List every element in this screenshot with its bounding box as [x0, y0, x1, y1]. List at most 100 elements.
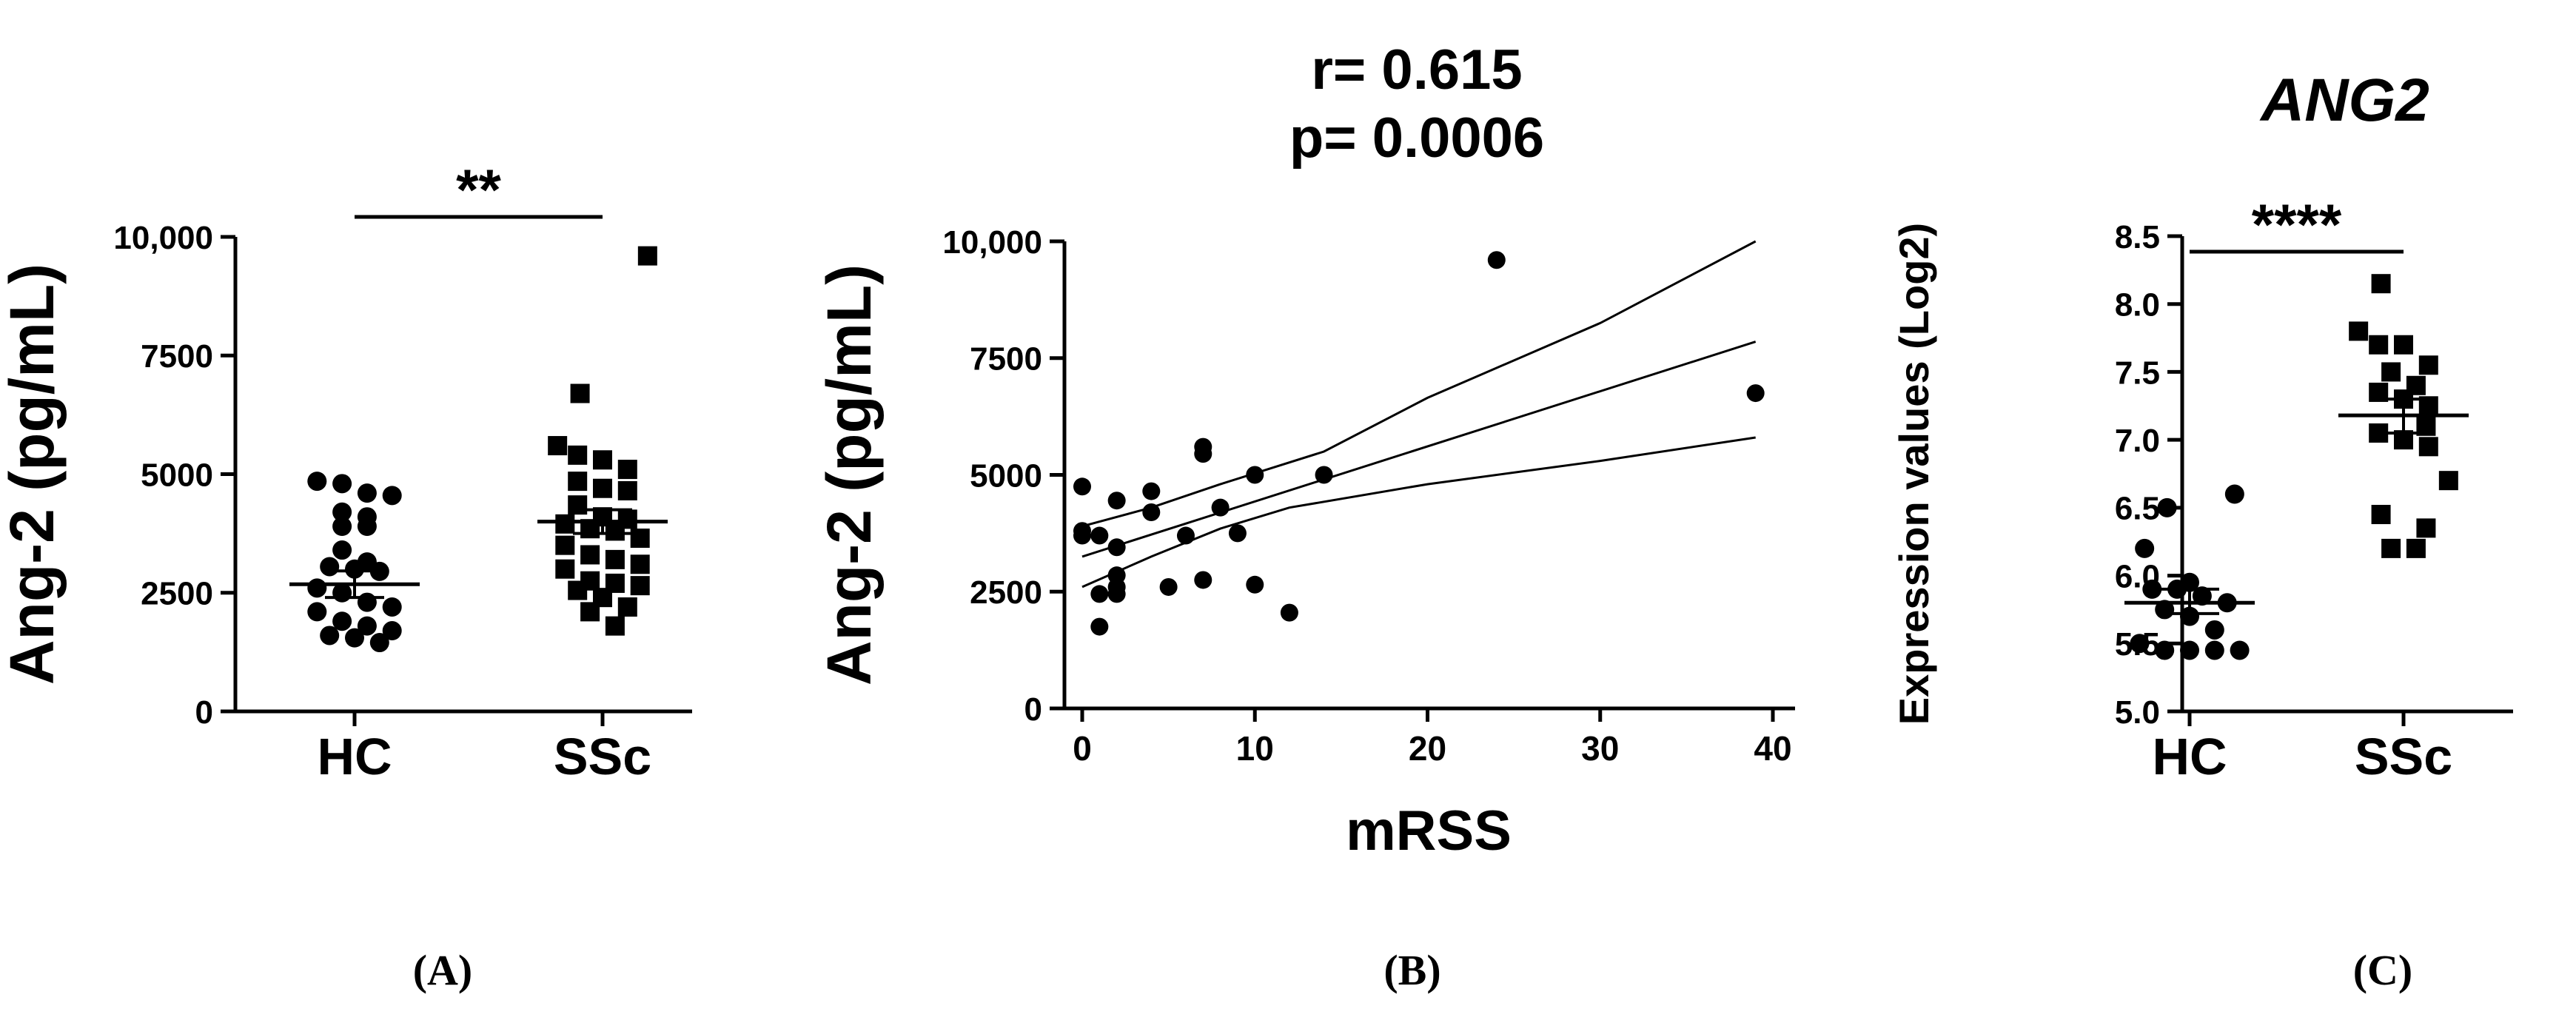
- data-point-circle: [369, 561, 389, 581]
- data-point: [1073, 522, 1091, 540]
- y-tick-label: 5000: [970, 457, 1042, 494]
- y-tick-label: 10,000: [942, 224, 1042, 261]
- data-point-circle: [345, 628, 364, 648]
- data-point-circle: [307, 472, 327, 492]
- y-tick-label: 10,000: [113, 220, 213, 256]
- data-point-circle: [382, 486, 402, 506]
- data-point-circle: [2130, 634, 2150, 654]
- data-point-square: [580, 602, 600, 622]
- data-point: [1246, 575, 1264, 594]
- y-tick-label: 6.5: [2115, 491, 2160, 527]
- data-point-square: [2381, 362, 2401, 382]
- data-point-square: [630, 576, 650, 596]
- x-axis-label: mRSS: [1346, 799, 1512, 862]
- significance-stars: **: [456, 157, 501, 222]
- data-point-square: [593, 478, 612, 498]
- y-axis-label: Expression values (Log2): [1891, 223, 1937, 725]
- data-point-circle: [382, 597, 402, 617]
- y-tick-label: 5000: [141, 457, 213, 493]
- data-point-circle: [307, 578, 327, 598]
- panel-label: (C): [2353, 946, 2413, 994]
- x-category-label: HC: [2152, 728, 2227, 785]
- data-point-square: [2394, 430, 2413, 450]
- data-point-square: [2438, 471, 2458, 491]
- data-point-circle: [2217, 593, 2237, 613]
- data-point-square: [2369, 335, 2389, 355]
- data-point-square: [2418, 396, 2438, 416]
- data-point-circle: [332, 540, 352, 560]
- y-tick-label: 8.0: [2115, 287, 2160, 323]
- panel-label: (B): [1383, 946, 1440, 994]
- data-point-square: [2371, 505, 2391, 525]
- correlation-p: p= 0.0006: [1289, 107, 1544, 170]
- data-point-square: [2369, 382, 2389, 402]
- data-point-square: [2418, 355, 2438, 375]
- data-point-square: [568, 580, 588, 600]
- data-point-square: [568, 472, 588, 492]
- data-point-circle: [2157, 497, 2177, 517]
- data-point-square: [2406, 538, 2426, 558]
- data-point-square: [605, 521, 625, 541]
- y-tick-label: 0: [1024, 691, 1042, 728]
- data-point-circle: [332, 474, 352, 494]
- data-point-square: [568, 495, 588, 515]
- data-point-square: [617, 597, 637, 617]
- x-tick-label: 30: [1581, 729, 1619, 768]
- data-point-circle: [2135, 538, 2155, 558]
- data-point-circle: [332, 517, 352, 537]
- correlation-r: r= 0.615: [1311, 38, 1522, 101]
- data-point-square: [2418, 437, 2438, 457]
- y-tick-label: 8.5: [2115, 219, 2160, 255]
- data-point-square: [617, 460, 637, 480]
- y-tick-label: 7500: [141, 338, 213, 375]
- data-point-circle: [332, 583, 352, 603]
- data-point: [1194, 445, 1212, 463]
- panel-a: 0 2500 5000 7500 10,000 Ang-2 (pg/mL) HC SSc ** (…: [0, 157, 692, 994]
- data-point: [1107, 585, 1126, 603]
- data-point-square: [555, 514, 575, 534]
- data-point-square: [555, 559, 575, 579]
- data-point-circle: [345, 559, 364, 579]
- data-point-square: [617, 480, 637, 500]
- y-tick-label: 5.0: [2115, 694, 2160, 731]
- data-point-square: [580, 519, 600, 539]
- data-point-circle: [2155, 600, 2175, 620]
- data-point-circle: [332, 502, 352, 522]
- data-point-square: [593, 450, 612, 470]
- x-category-label: SSc: [554, 728, 651, 785]
- data-point-square: [2394, 389, 2413, 409]
- data-point: [1487, 251, 1506, 269]
- data-point-circle: [2180, 640, 2199, 660]
- data-point: [1176, 526, 1195, 545]
- data-point-circle: [2204, 640, 2224, 660]
- data-point: [1211, 498, 1230, 517]
- significance-stars: ****: [2252, 192, 2342, 257]
- data-point-circle: [332, 611, 352, 631]
- data-point-circle: [369, 633, 389, 653]
- data-point-circle: [320, 557, 340, 577]
- data-point: [1746, 384, 1765, 403]
- regression-line: [1081, 341, 1757, 558]
- x-tick-label: 10: [1236, 729, 1274, 768]
- data-point-circle: [382, 621, 402, 641]
- data-point-circle: [2155, 640, 2175, 660]
- data-point-square: [605, 616, 625, 636]
- data-point-circle: [357, 483, 377, 503]
- data-point-square: [2416, 416, 2436, 436]
- data-point-square: [2349, 321, 2369, 341]
- data-point: [1090, 617, 1109, 636]
- data-point-square: [630, 554, 650, 574]
- x-category-label: SSc: [2355, 728, 2452, 785]
- data-point-circle: [357, 517, 377, 537]
- data-point-square: [568, 445, 588, 465]
- x-category-label: HC: [317, 728, 392, 785]
- panel-b: 0 2500 5000 7500 10,000 Ang-2 (pg/mL) 0 10 20 30 4…: [814, 38, 1795, 994]
- data-point: [1142, 482, 1161, 500]
- data-point-square: [630, 529, 650, 549]
- x-tick-label: 40: [1754, 729, 1791, 768]
- data-point-square: [2381, 538, 2401, 558]
- y-tick-label: 7500: [970, 341, 1042, 378]
- y-tick-label: 2500: [970, 574, 1042, 611]
